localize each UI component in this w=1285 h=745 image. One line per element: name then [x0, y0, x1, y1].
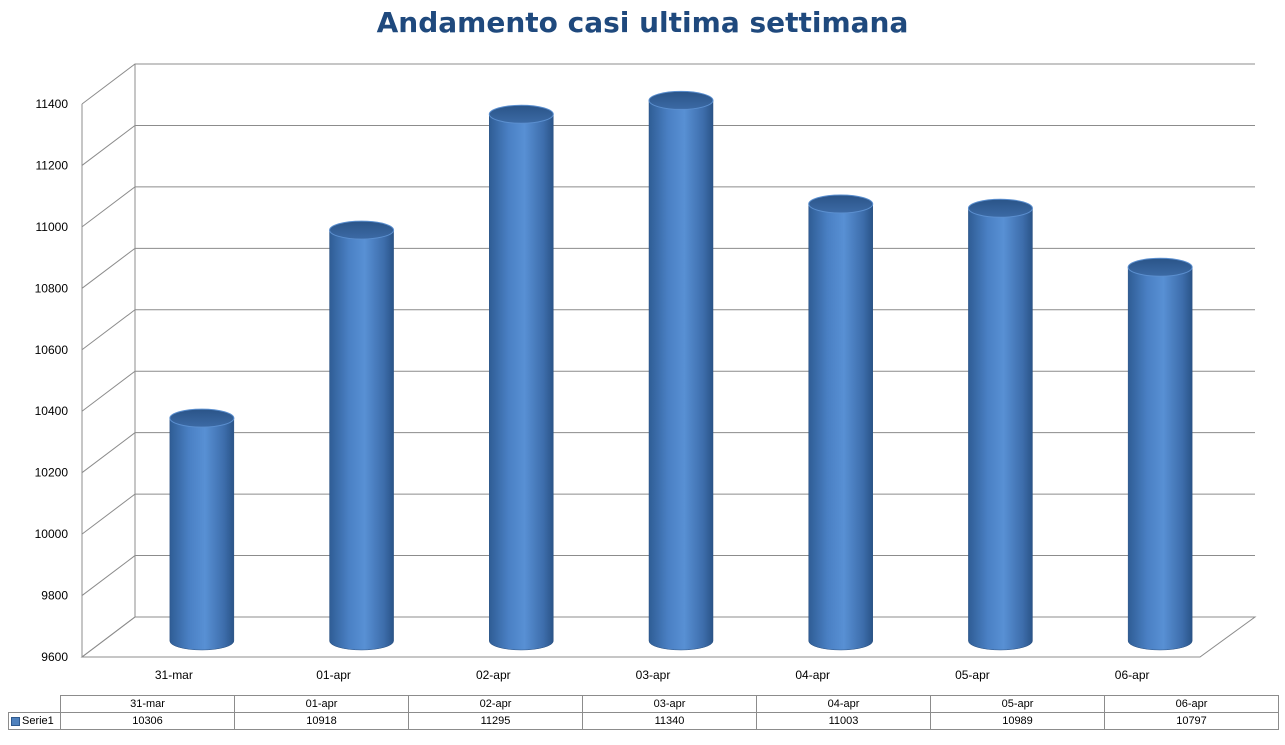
bar-top	[808, 194, 874, 214]
x-tick-label: 04-apr	[795, 668, 830, 682]
y-tick-label: 11000	[36, 220, 69, 234]
bar-top	[967, 198, 1033, 218]
bar-top	[1127, 257, 1193, 277]
data-table-value-cell: 10989	[930, 712, 1105, 730]
data-table-header-cell: 03-apr	[582, 695, 757, 713]
bars	[169, 90, 1193, 651]
gridline	[81, 247, 1255, 289]
bar-body	[329, 229, 394, 651]
y-tick-label: 10400	[35, 404, 69, 418]
data-table-series-row: Serie1 10306 10918 11295 11340 11003 10989 1079…	[8, 712, 1279, 730]
bar	[169, 408, 235, 651]
data-table-value-cell: 10306	[60, 712, 235, 730]
data-table: 31-mar 01-apr 02-apr 03-apr 04-apr 05-apr 06-a…	[8, 695, 1279, 730]
x-tick-label: 31-mar	[155, 668, 193, 682]
data-table-header-row: 31-mar 01-apr 02-apr 03-apr 04-apr 05-apr 06-a…	[8, 695, 1279, 713]
bar-top	[648, 90, 714, 110]
bar	[648, 90, 714, 651]
x-tick-label: 01-apr	[316, 668, 351, 682]
y-tick-label: 11200	[36, 158, 69, 172]
bar	[967, 198, 1033, 651]
bar-body	[648, 100, 714, 651]
gridline	[81, 370, 1255, 412]
gridline	[81, 63, 1255, 105]
gridline	[81, 555, 1255, 596]
x-tick-label: 05-apr	[955, 668, 990, 682]
y-tick-label: 10000	[35, 527, 69, 541]
bar-body	[1127, 267, 1193, 651]
bar-body	[169, 417, 235, 651]
bar-top	[488, 104, 554, 124]
y-tick-label: 10600	[35, 343, 69, 357]
bar	[808, 194, 874, 651]
gridline	[81, 616, 1255, 658]
data-table-header-cell: 31-mar	[60, 695, 235, 713]
gridline	[81, 186, 1255, 228]
gridline	[81, 432, 1255, 474]
bar	[1127, 257, 1193, 651]
y-tick-label: 11400	[36, 97, 69, 111]
data-table-value-cell: 11003	[756, 712, 931, 730]
data-table-header-cell: 02-apr	[408, 695, 583, 713]
series-name: Serie1	[22, 715, 54, 727]
x-tick-label: 06-apr	[1115, 668, 1150, 682]
data-table-header-cell: 01-apr	[234, 695, 409, 713]
y-tick-label: 10200	[35, 466, 69, 480]
data-table-value-cell: 10797	[1104, 712, 1279, 730]
data-table-header-cell: 05-apr	[930, 695, 1105, 713]
chart-title: Andamento casi ultima settimana	[376, 6, 909, 39]
bar-body	[489, 114, 554, 651]
x-tick-label: 02-apr	[476, 668, 511, 682]
bar-body	[808, 203, 873, 651]
y-tick-label: 9600	[41, 650, 68, 664]
y-tick-label: 9800	[41, 589, 68, 603]
bar-top	[329, 220, 395, 240]
bar	[329, 220, 395, 651]
y-axis: 9600 9800 10000 10200 10400 10600 10800 11000 11…	[35, 97, 69, 664]
data-table-series-label: Serie1	[8, 712, 61, 730]
y-tick-label: 10800	[35, 281, 69, 295]
bar-top	[169, 408, 235, 428]
chart-plot: 9600 9800 10000 10200 10400 10600 10800 11000 11…	[35, 63, 1257, 682]
data-table-corner	[8, 695, 61, 713]
gridlines	[81, 63, 1255, 658]
bar-body	[968, 208, 1033, 651]
bar	[488, 104, 554, 651]
x-axis: 31-mar 01-apr 02-apr 03-apr 04-apr 05-apr 06-a…	[155, 668, 1150, 682]
gridline	[81, 309, 1255, 351]
data-table-value-cell: 11295	[408, 712, 583, 730]
legend-key-icon	[11, 716, 20, 726]
data-table-value-cell: 11340	[582, 712, 757, 730]
data-table-header-cell: 04-apr	[756, 695, 931, 713]
x-tick-label: 03-apr	[636, 668, 671, 682]
data-table-header-cell: 06-apr	[1104, 695, 1279, 713]
gridline	[81, 124, 1255, 166]
data-table-value-cell: 10918	[234, 712, 409, 730]
gridline	[81, 493, 1255, 535]
